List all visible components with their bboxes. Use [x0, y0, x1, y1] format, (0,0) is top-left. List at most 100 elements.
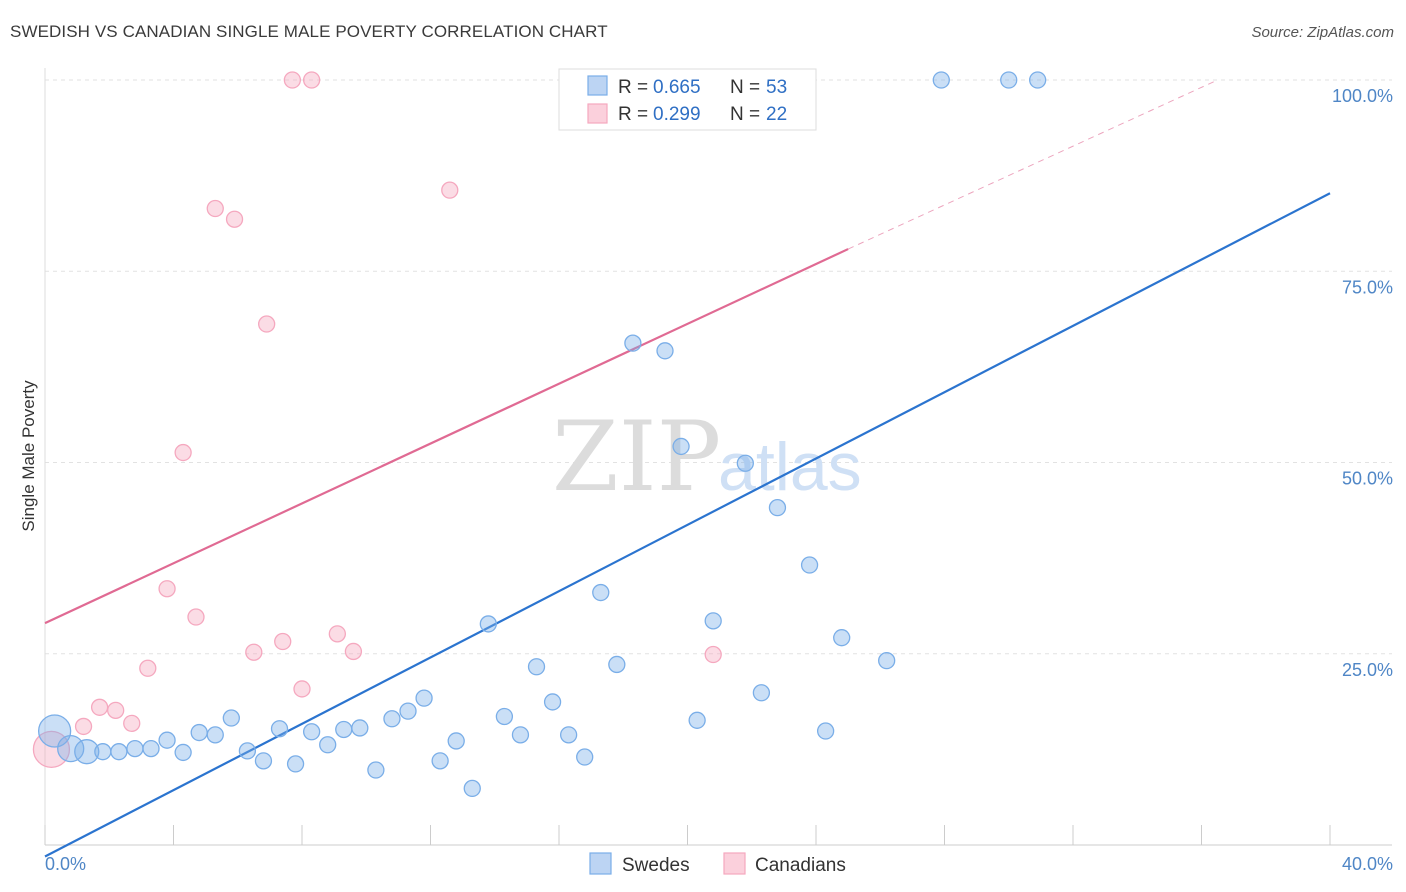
point-swedes-32: [559, 726, 578, 744]
legend-r-value-canadians: 0.299: [653, 104, 701, 125]
point-swedes-7: [158, 731, 176, 749]
legend-r-label-canadians: R =: [618, 104, 648, 125]
point-canadians-19: [283, 71, 302, 89]
point-swedes-10: [206, 726, 224, 744]
point-canadians-14: [293, 680, 311, 698]
point-swedes-51: [1000, 71, 1018, 89]
axes: [44, 68, 1392, 846]
point-swedes-19: [351, 719, 369, 737]
legend-n-label-swedes: N =: [730, 77, 760, 98]
legend-n-value-canadians: 22: [766, 104, 787, 125]
data-points: [32, 71, 1047, 798]
point-swedes-44: [800, 556, 819, 574]
legend-swatch-swedes: [587, 75, 608, 96]
legend-n-value-swedes: 53: [766, 77, 787, 98]
point-swedes-9: [190, 723, 208, 742]
legend-r-label-swedes: R =: [618, 77, 648, 98]
point-swedes-21: [383, 710, 401, 728]
tick-labels: 25.0% 50.0% 75.0% 100.0% 0.0% 40.0%: [45, 86, 1393, 874]
point-swedes-4: [110, 743, 128, 761]
point-canadians-16: [344, 642, 363, 661]
point-canadians-15: [328, 625, 346, 643]
point-canadians-11: [245, 643, 263, 661]
legend-swatch-canadians: [587, 103, 608, 124]
bottom-legend-swatch-canadians: [723, 852, 746, 875]
point-swedes-46: [833, 629, 851, 647]
point-swedes-24: [431, 752, 449, 770]
watermark-atlas: atlas: [718, 429, 862, 505]
point-swedes-36: [624, 334, 642, 352]
point-canadians-12: [258, 315, 276, 333]
point-canadians-20: [302, 71, 321, 89]
point-swedes-2: [74, 739, 100, 765]
point-swedes-26: [463, 779, 481, 798]
watermark-zip: ZIP: [552, 401, 721, 513]
x-tick-label-1: 40.0%: [1342, 854, 1393, 874]
series-legend: Swedes Canadians: [589, 852, 846, 876]
point-canadians-7: [174, 443, 192, 462]
point-swedes-40: [704, 612, 722, 630]
trend-line-canadians: [44, 248, 849, 625]
y-tick-label-2: 75.0%: [1342, 277, 1393, 297]
point-swedes-6: [142, 739, 160, 758]
trend-line-extension-canadians: [847, 79, 1218, 250]
trend-line-swedes: [44, 192, 1331, 858]
point-swedes-13: [254, 752, 273, 770]
point-swedes-52: [1029, 71, 1047, 89]
y-tick-label-1: 50.0%: [1342, 469, 1393, 489]
point-swedes-34: [592, 583, 610, 602]
point-canadians-4: [123, 714, 141, 733]
legend-r-value-swedes: 0.665: [653, 77, 701, 98]
point-swedes-27: [479, 615, 497, 633]
point-swedes-20: [367, 761, 385, 779]
point-swedes-28: [495, 707, 514, 726]
trend-lines: [44, 79, 1331, 858]
point-canadians-1: [74, 717, 93, 736]
bottom-legend-label-canadians: Canadians: [755, 855, 846, 876]
y-tick-label-3: 100.0%: [1332, 86, 1393, 106]
y-tick-label-0: 25.0%: [1342, 660, 1393, 680]
point-swedes-35: [608, 655, 626, 674]
point-swedes-8: [174, 743, 192, 762]
point-canadians-6: [158, 580, 176, 598]
point-swedes-18: [335, 720, 353, 739]
point-swedes-17: [319, 736, 337, 754]
point-canadians-10: [225, 210, 244, 228]
point-swedes-15: [286, 755, 305, 773]
point-canadians-13: [274, 632, 292, 651]
stats-legend: R = 0.665 N = 53 R = 0.299 N = 22: [558, 68, 817, 131]
point-swedes-25: [447, 732, 465, 750]
grid-lines: [45, 79, 1392, 655]
point-swedes-16: [302, 723, 321, 741]
bottom-legend-label-swedes: Swedes: [622, 855, 690, 876]
point-swedes-43: [768, 498, 787, 517]
point-canadians-9: [206, 199, 224, 218]
point-swedes-42: [752, 684, 771, 702]
point-swedes-14: [270, 720, 289, 738]
point-swedes-33: [576, 748, 594, 766]
point-swedes-41: [736, 454, 754, 472]
point-swedes-31: [543, 693, 562, 711]
point-swedes-38: [672, 437, 690, 456]
x-tick-label-0: 0.0%: [45, 854, 86, 874]
point-swedes-23: [415, 689, 433, 707]
point-swedes-47: [878, 651, 896, 670]
point-canadians-18: [704, 645, 722, 664]
point-canadians-8: [187, 608, 205, 626]
point-canadians-3: [107, 701, 125, 720]
point-canadians-17: [441, 181, 459, 199]
point-swedes-22: [399, 702, 417, 720]
point-swedes-5: [126, 739, 144, 758]
point-swedes-11: [222, 709, 240, 727]
point-swedes-29: [511, 726, 530, 744]
point-swedes-50: [932, 71, 950, 89]
bottom-legend-swatch-swedes: [589, 852, 612, 875]
point-swedes-30: [527, 658, 546, 676]
point-swedes-3: [94, 743, 112, 761]
watermark: ZIP atlas: [552, 401, 862, 513]
source-label: Source: ZipAtlas.com: [1251, 24, 1394, 41]
point-swedes-1: [57, 734, 85, 763]
point-canadians-2: [90, 698, 109, 716]
y-axis-label: Single Male Poverty: [19, 380, 38, 532]
